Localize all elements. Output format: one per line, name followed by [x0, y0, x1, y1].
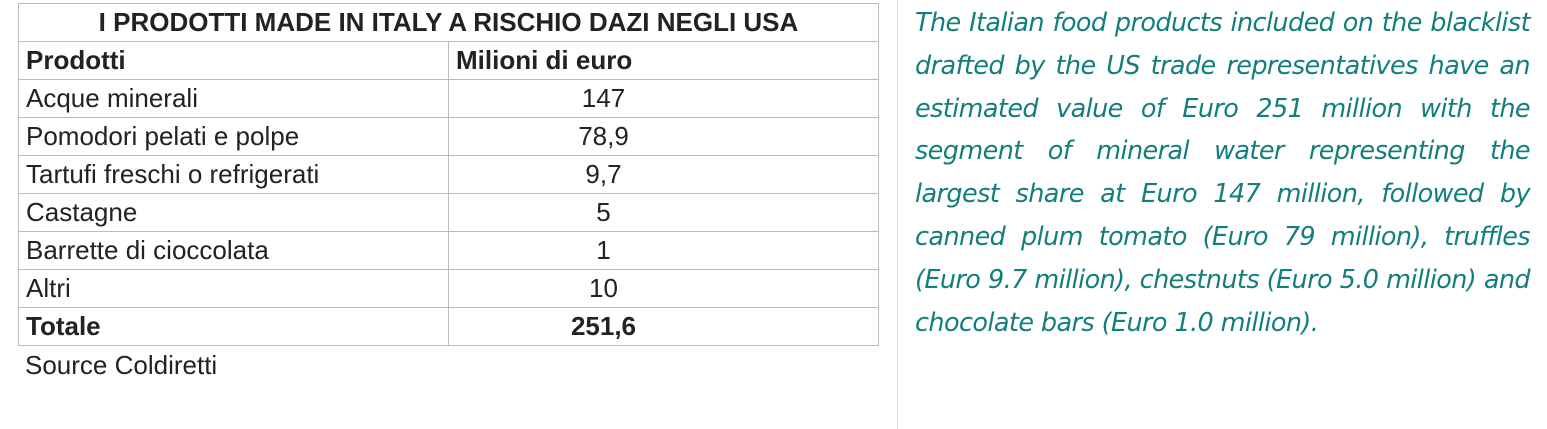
table-row: Altri 10 — [18, 269, 879, 308]
product-cell: Barrette di cioccolata — [18, 231, 449, 270]
value-cell: 78,9 — [448, 117, 879, 156]
header-row: Prodotti Milioni di euro — [18, 41, 879, 80]
table-row: Tartufi freschi o refrigerati 9,7 — [18, 155, 879, 194]
table-title: I PRODOTTI MADE IN ITALY A RISCHIO DAZI … — [18, 3, 879, 42]
table-row: Barrette di cioccolata 1 — [18, 231, 879, 270]
table-body: Acque minerali 147 Pomodori pelati e polpe… — [18, 79, 879, 308]
header-cell: Prodotti — [18, 41, 449, 80]
value-cell: 1 — [448, 231, 879, 270]
header-cell: Milioni di euro — [448, 41, 879, 80]
data-table: I PRODOTTI MADE IN ITALY A RISCHIO DAZI … — [18, 3, 879, 346]
value-cell: 9,7 — [448, 155, 879, 194]
product-cell: Tartufi freschi o refrigerati — [18, 155, 449, 194]
value-cell: 10 — [448, 269, 879, 308]
value-cell: 147 — [448, 79, 879, 118]
total-row: Totale 251,6 — [18, 307, 879, 346]
product-cell: Altri — [18, 269, 449, 308]
table-row: Acque minerali 147 — [18, 79, 879, 118]
product-cell: Acque minerali — [18, 79, 449, 118]
title-row: I PRODOTTI MADE IN ITALY A RISCHIO DAZI … — [18, 3, 879, 42]
source-note: Source Coldiretti — [25, 350, 218, 380]
table-row: Castagne 5 — [18, 193, 879, 232]
divider — [897, 0, 898, 429]
description-paragraph: The Italian food products included on th… — [915, 8, 1531, 338]
product-cell: Castagne — [18, 193, 449, 232]
total-label: Totale — [18, 307, 449, 346]
total-value: 251,6 — [448, 307, 879, 346]
product-cell: Pomodori pelati e polpe — [18, 117, 449, 156]
value-cell: 5 — [448, 193, 879, 232]
table-row: Pomodori pelati e polpe 78,9 — [18, 117, 879, 156]
